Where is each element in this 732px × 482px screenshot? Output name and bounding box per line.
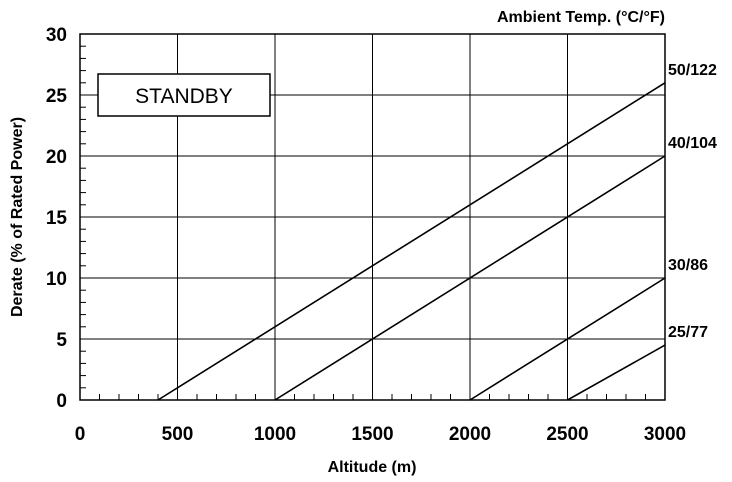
x-tick-label: 2500 bbox=[546, 424, 588, 445]
legend-title: Ambient Temp. (°C/°F) bbox=[497, 9, 665, 26]
y-tick-label: 25 bbox=[46, 86, 68, 107]
y-tick-label: 15 bbox=[46, 208, 68, 229]
x-tick-labels: 0 500 1000 1500 2000 2500 3000 bbox=[75, 424, 686, 445]
y-tick-labels: 0 5 10 15 20 25 30 bbox=[46, 25, 68, 412]
series-label-50-122: 50/122 bbox=[668, 62, 717, 79]
standby-label: STANDBY bbox=[135, 85, 233, 108]
series-labels: 50/122 40/104 30/86 25/77 bbox=[668, 62, 717, 341]
y-tick-label: 30 bbox=[46, 25, 67, 46]
x-tick-label: 500 bbox=[162, 424, 194, 445]
y-tick-label: 10 bbox=[46, 269, 67, 290]
x-tick-label: 3000 bbox=[644, 424, 686, 445]
series-line-40-104 bbox=[274, 155, 666, 401]
series-line-50-122 bbox=[157, 82, 666, 401]
y-axis-title: Derate (% of Rated Power) bbox=[9, 117, 26, 317]
plot-frame bbox=[79, 33, 666, 401]
x-axis-title: Altitude (m) bbox=[328, 459, 417, 476]
series-line-25-77 bbox=[567, 344, 666, 401]
standby-box: STANDBY bbox=[97, 73, 271, 117]
series-line-30-86 bbox=[469, 277, 666, 401]
series-lines bbox=[157, 82, 666, 401]
x-tick-label: 1000 bbox=[254, 424, 296, 445]
x-tick-label: 0 bbox=[75, 424, 86, 445]
y-tick-label: 0 bbox=[56, 391, 67, 412]
series-label-40-104: 40/104 bbox=[668, 135, 717, 152]
x-tick-label: 2000 bbox=[449, 424, 491, 445]
x-tick-label: 1500 bbox=[351, 424, 393, 445]
minor-ticks bbox=[80, 45, 646, 400]
y-tick-label: 20 bbox=[46, 147, 67, 168]
series-label-25-77: 25/77 bbox=[668, 324, 708, 341]
series-label-30-86: 30/86 bbox=[668, 257, 708, 274]
y-tick-label: 5 bbox=[56, 330, 67, 351]
